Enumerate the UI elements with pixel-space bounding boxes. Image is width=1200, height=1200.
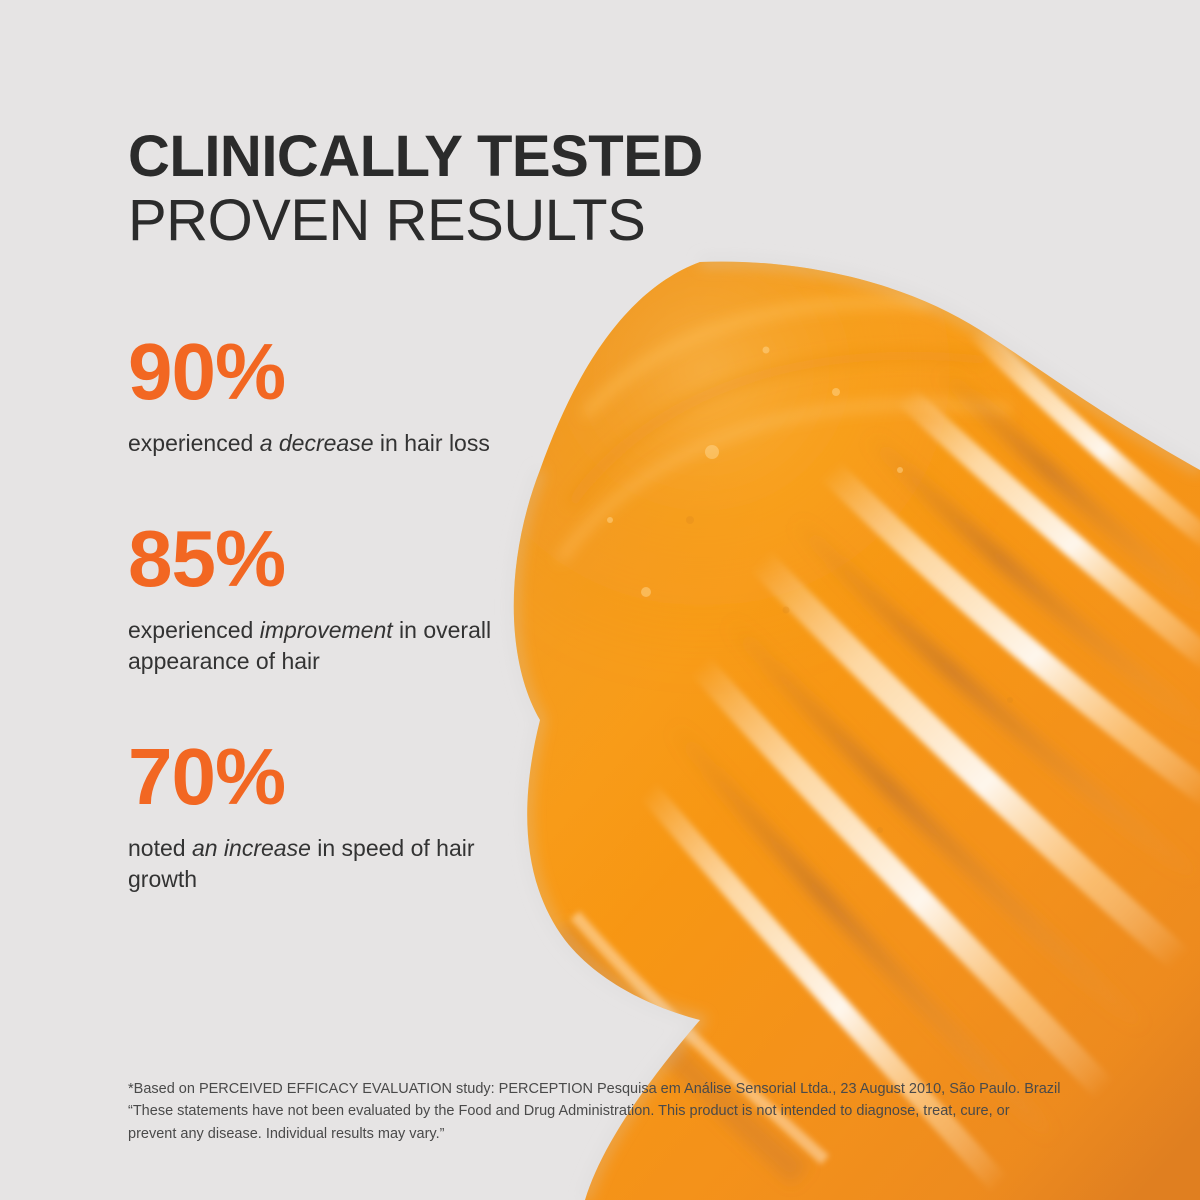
stat-value: 90% <box>128 327 286 416</box>
stat-desc-emphasis: improvement <box>259 617 393 644</box>
stat-description: noted an increase in speed of hair growt… <box>128 833 528 895</box>
stat-item: 70% noted an increase in speed of hair g… <box>128 737 548 895</box>
disclaimer-line-3: prevent any disease. Individual results … <box>128 1125 445 1142</box>
stat-description: experienced improvement in overall appea… <box>128 615 528 677</box>
stat-desc-part1: noted <box>128 835 192 862</box>
stat-description: experienced a decrease in hair loss <box>128 428 528 459</box>
stat-desc-part2: in hair loss <box>373 430 490 456</box>
headline-line-2: PROVEN RESULTS <box>128 188 646 253</box>
stat-desc-emphasis: a decrease <box>259 430 374 456</box>
disclaimer-text: *Based on PERCEIVED EFFICACY EVALUATION … <box>128 1078 1118 1145</box>
stat-value: 70% <box>128 732 286 822</box>
statistics-list: 90% experienced a decrease in hair loss … <box>128 332 548 895</box>
stat-item: 90% experienced a decrease in hair loss <box>128 332 548 459</box>
stat-item: 85% experienced improvement in overall a… <box>128 519 548 677</box>
stat-desc-part2: in overall appearance of hair <box>128 617 492 675</box>
stat-value: 85% <box>128 514 286 604</box>
stat-desc-part1: experienced <box>128 617 260 644</box>
page-title: CLINICALLY TESTED PROVEN RESULTS <box>128 128 703 250</box>
disclaimer-line-2: “These statements have not been evaluate… <box>128 1103 1010 1120</box>
stat-desc-part2: in speed of hair growth <box>128 835 475 893</box>
disclaimer-line-1: *Based on PERCEIVED EFFICACY EVALUATION … <box>128 1081 1061 1097</box>
stat-desc-emphasis: an increase <box>191 835 311 862</box>
stat-desc-part1: experienced <box>128 430 260 456</box>
headline-line-1: CLINICALLY TESTED <box>128 124 703 189</box>
